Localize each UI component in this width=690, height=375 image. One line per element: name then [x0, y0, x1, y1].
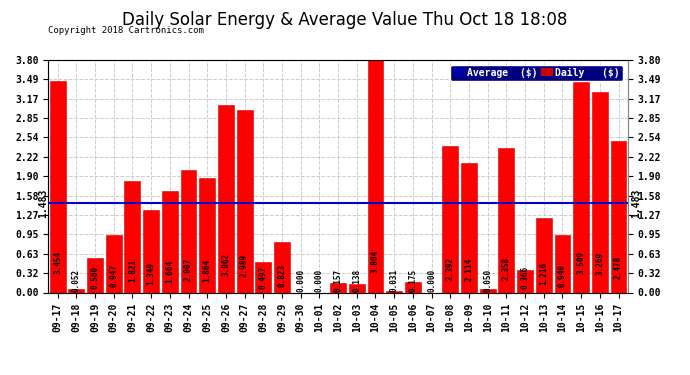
Text: 3.062: 3.062: [221, 253, 230, 276]
Text: 0.175: 0.175: [408, 269, 417, 292]
Text: 2.114: 2.114: [464, 258, 473, 281]
Bar: [181, 170, 197, 292]
Bar: [555, 235, 571, 292]
Text: 0.560: 0.560: [90, 266, 99, 288]
Bar: [480, 290, 495, 292]
Bar: [274, 242, 290, 292]
Text: 2.989: 2.989: [240, 254, 249, 277]
Text: Copyright 2018 Cartronics.com: Copyright 2018 Cartronics.com: [48, 26, 204, 35]
Bar: [50, 81, 66, 292]
Bar: [106, 234, 121, 292]
Bar: [611, 141, 627, 292]
Text: 2.392: 2.392: [446, 256, 455, 280]
Text: 0.366: 0.366: [520, 266, 529, 290]
Bar: [517, 270, 533, 292]
Text: 0.050: 0.050: [483, 269, 492, 292]
Text: 1.483: 1.483: [39, 188, 48, 218]
Text: 3.269: 3.269: [595, 252, 604, 275]
Text: 1.821: 1.821: [128, 259, 137, 282]
Bar: [144, 210, 159, 292]
Bar: [573, 78, 589, 292]
Text: 0.823: 0.823: [277, 264, 286, 287]
Bar: [255, 262, 271, 292]
Bar: [442, 146, 458, 292]
Text: 0.000: 0.000: [315, 269, 324, 292]
Text: 0.940: 0.940: [558, 264, 567, 286]
Text: 0.157: 0.157: [333, 269, 343, 292]
Text: 1.864: 1.864: [203, 259, 212, 282]
Text: 0.000: 0.000: [296, 269, 305, 292]
Bar: [386, 291, 402, 292]
Bar: [124, 181, 140, 292]
Text: 0.052: 0.052: [72, 269, 81, 292]
Legend: Average  ($), Daily   ($): Average ($), Daily ($): [450, 65, 623, 81]
Text: 1.483: 1.483: [631, 188, 641, 218]
Text: 3.804: 3.804: [371, 249, 380, 273]
Text: 2.007: 2.007: [184, 258, 193, 282]
Text: 2.358: 2.358: [502, 256, 511, 280]
Bar: [162, 191, 178, 292]
Text: 2.478: 2.478: [614, 256, 623, 279]
Text: 1.216: 1.216: [540, 262, 549, 285]
Bar: [349, 284, 365, 292]
Text: Daily Solar Energy & Average Value Thu Oct 18 18:08: Daily Solar Energy & Average Value Thu O…: [122, 11, 568, 29]
Text: 0.031: 0.031: [390, 269, 399, 292]
Bar: [461, 163, 477, 292]
Text: 0.497: 0.497: [259, 266, 268, 289]
Text: 1.664: 1.664: [166, 260, 175, 283]
Text: 0.138: 0.138: [353, 269, 362, 292]
Bar: [218, 105, 234, 292]
Bar: [536, 218, 552, 292]
Text: 3.509: 3.509: [577, 251, 586, 274]
Bar: [87, 258, 103, 292]
Text: 3.454: 3.454: [53, 251, 62, 274]
Bar: [592, 93, 608, 292]
Bar: [237, 110, 253, 292]
Bar: [405, 282, 421, 292]
Bar: [199, 178, 215, 292]
Bar: [330, 283, 346, 292]
Text: 0.947: 0.947: [109, 264, 118, 286]
Text: 0.000: 0.000: [427, 269, 436, 292]
Bar: [68, 290, 84, 292]
Text: 1.349: 1.349: [147, 261, 156, 285]
Bar: [498, 148, 514, 292]
Bar: [368, 60, 384, 292]
